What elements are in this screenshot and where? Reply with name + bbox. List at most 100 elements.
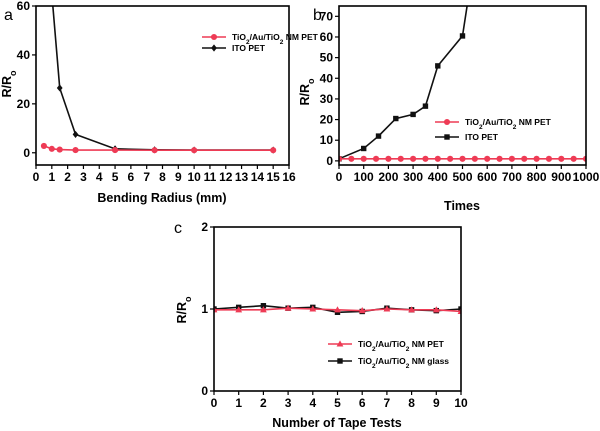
panel-a-plot-frame bbox=[35, 5, 290, 166]
panel-c-series-1-point bbox=[358, 307, 366, 314]
panel-c-legend-marker bbox=[337, 358, 343, 364]
panel-b-x-axis-label: Times bbox=[444, 199, 480, 213]
panel-a-x-tick-label: 1 bbox=[48, 170, 55, 184]
panel-b-x-tick-label: 700 bbox=[502, 170, 522, 184]
panel-a-series-1-point bbox=[72, 147, 79, 154]
panel-a-series-1-point bbox=[270, 147, 277, 154]
panel-b-x-tick-label: 800 bbox=[527, 170, 547, 184]
panel-c-series-1-point bbox=[334, 306, 341, 313]
panel-b-series-1-point bbox=[484, 155, 491, 162]
panel-a-y-tick-label: 20 bbox=[17, 97, 31, 111]
panel-a-x-tick-label: 6 bbox=[128, 170, 135, 184]
panel-c-x-tick-label: 8 bbox=[408, 396, 415, 410]
panel-b-series-1-point bbox=[496, 155, 503, 162]
panel-c-series-1 bbox=[214, 304, 461, 314]
panel-b-y-axis-label: R/Ro bbox=[298, 78, 316, 106]
panel-c-series-1-point bbox=[457, 307, 461, 314]
panel-b-y-tick-label: 0 bbox=[326, 154, 333, 168]
panel-b-x-tick-label: 1000 bbox=[573, 170, 600, 184]
panel-b-series-1-point bbox=[521, 155, 528, 162]
panel-c-series-1-point bbox=[408, 306, 416, 313]
panel-a-series-1-point bbox=[112, 147, 119, 154]
panel-c-series-1-point bbox=[432, 306, 440, 313]
panel-a-y-tick-label: 0 bbox=[23, 146, 30, 160]
panel-b-series-2-point bbox=[422, 103, 429, 109]
panel-a-series-1-point bbox=[151, 147, 158, 154]
panel-b-series-1-point bbox=[397, 155, 404, 162]
panel-c-label: c bbox=[174, 220, 182, 237]
panel-a-x-tick-label: 4 bbox=[96, 170, 103, 184]
panel-a-x-tick-label: 10 bbox=[187, 170, 201, 184]
panel-a-series-2-point bbox=[72, 130, 79, 139]
panel-a-y-axis-label: R/Ro bbox=[0, 70, 18, 98]
panel-b-series-1-point bbox=[558, 155, 565, 162]
panel-a-x-tick-label: 11 bbox=[204, 170, 217, 184]
panel-b-series-2-point bbox=[375, 133, 382, 139]
panel-a-y-tick-label: 40 bbox=[17, 48, 31, 62]
panel-b-y-tick-label: 60 bbox=[320, 30, 334, 44]
panel-c-y-tick-label: 2 bbox=[201, 220, 208, 234]
panel-c-legend-marker bbox=[336, 340, 344, 347]
panel-b-series-1-point bbox=[422, 155, 429, 162]
panel-a-y-tick-label: 60 bbox=[17, 0, 31, 13]
panel-a-series-2-point bbox=[56, 84, 63, 92]
panel-c-x-tick-label: 5 bbox=[334, 396, 341, 410]
panel-a-legend-entry-2: ITO PET bbox=[202, 43, 266, 53]
panel-b-series-2-point bbox=[410, 111, 416, 118]
panel-c-x-tick-label: 3 bbox=[285, 396, 292, 410]
panel-b-x-tick-label: 0 bbox=[336, 170, 343, 184]
panel-b-series-1-point bbox=[372, 155, 380, 162]
panel-b-series-1-point bbox=[533, 155, 540, 162]
panel-a-x-tick-label: 0 bbox=[33, 170, 40, 184]
panel-b-y-tick-label: 40 bbox=[320, 71, 334, 85]
panel-b-y-tick-label: 20 bbox=[320, 113, 334, 127]
panel-b-series-1-point bbox=[360, 155, 367, 162]
panel-b-x-tick-label: 300 bbox=[403, 170, 423, 184]
panel-b-y-tick-label: 10 bbox=[320, 133, 334, 147]
panel-a-x-tick-label: 16 bbox=[282, 170, 296, 184]
panel-c-y-tick-label: 1 bbox=[201, 302, 208, 316]
panel-a-label: a bbox=[4, 7, 13, 24]
panel-b-series-1-point bbox=[447, 155, 454, 162]
panel-b-series-2-point bbox=[393, 115, 399, 122]
panel-c-series-2-point bbox=[260, 303, 267, 309]
panel-c-x-axis-label: Number of Tape Tests bbox=[272, 416, 401, 430]
panel-b-y-tick-label: 70 bbox=[320, 9, 334, 23]
panel-a-x-tick-label: 15 bbox=[267, 170, 281, 184]
panel-c-series-1-point bbox=[309, 305, 317, 312]
panel-c-y-tick-label: 0 bbox=[201, 384, 208, 398]
panel-b-series-1-point bbox=[385, 155, 392, 162]
panel-b-series-1-point bbox=[471, 155, 478, 162]
panel-b-series-1-point bbox=[410, 155, 417, 162]
panel-c-x-tick-label: 9 bbox=[433, 396, 440, 410]
panel-b-series-1-point bbox=[434, 155, 441, 162]
panel-c-legend-entry-2: TiO2/Au/TiO2 NM glass bbox=[328, 356, 449, 370]
panel-a-x-tick-label: 13 bbox=[235, 170, 249, 184]
panel-a-legend-marker bbox=[210, 33, 218, 41]
panel-b-x-tick-label: 900 bbox=[551, 170, 571, 184]
panel-c-series-1-point bbox=[284, 304, 292, 311]
panel-c-x-tick-label: 2 bbox=[260, 396, 267, 410]
panel-a-x-tick-label: 8 bbox=[159, 170, 166, 184]
panel-b-series-1 bbox=[339, 155, 586, 162]
panel-c-series-1-point bbox=[214, 306, 218, 313]
panel-b-series-1-point bbox=[348, 155, 355, 162]
panel-c: c 0 1 2 3 4 5 6 7 8 9 10 0 1 2 Number of Tape Tests R… bbox=[174, 220, 468, 430]
panel-a-series-1-point bbox=[56, 146, 63, 153]
panel-b-series-1-point bbox=[459, 155, 466, 162]
panel-b: b 0 100 200 300 400 500 600 700 800 900 1000 0 10 20 3… bbox=[298, 5, 600, 213]
panel-a-x-tick-label: 5 bbox=[112, 170, 119, 184]
panel-a-legend-entry-1: TiO2/Au/TiO2 NM PET bbox=[202, 32, 319, 46]
panel-a-x-tick-label: 9 bbox=[175, 170, 182, 184]
panel-b-legend-marker bbox=[443, 118, 451, 126]
panel-b-series-1-point bbox=[570, 155, 577, 162]
panel-a-x-tick-label: 3 bbox=[80, 170, 87, 184]
panel-a-legend-marker bbox=[211, 44, 217, 52]
panel-b-series-2-point bbox=[435, 63, 441, 69]
panel-b-legend-label: TiO2/Au/TiO2 NM PET bbox=[465, 117, 552, 131]
panel-b-legend-marker bbox=[444, 134, 450, 140]
panel-c-x-tick-label: 6 bbox=[359, 396, 366, 410]
panel-c-x-tick-label: 0 bbox=[211, 396, 218, 410]
